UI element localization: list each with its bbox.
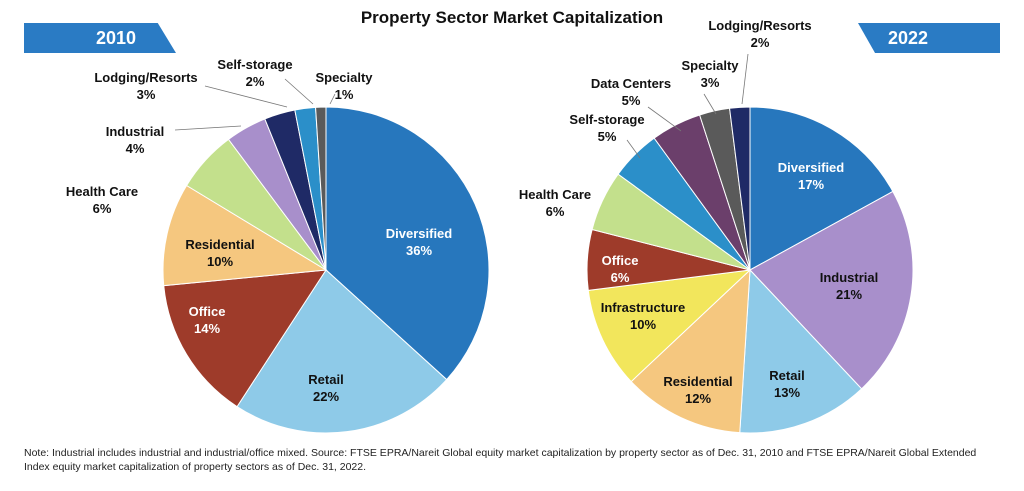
leader-line-2010-self-storage — [284, 78, 314, 105]
slice-label-2010-health-care: Health Care — [66, 184, 138, 199]
slice-label-2010-industrial: Industrial — [106, 124, 165, 139]
year-label-2022: 2022 — [888, 28, 929, 48]
leader-line-2010-lodging-resorts — [204, 85, 288, 108]
slice-value-2022-self-storage: 5% — [598, 129, 617, 144]
slice-value-2022-industrial: 21% — [836, 287, 862, 302]
slice-value-2022-retail: 13% — [774, 385, 800, 400]
pie-slice-2022-residential — [630, 268, 751, 434]
slice-label-2022-residential: Residential — [663, 374, 732, 389]
pie-slice-2010-diversified — [325, 106, 490, 381]
slice-value-2022-data-centers: 5% — [622, 93, 641, 108]
leader-line-2010-specialty — [329, 93, 336, 105]
slice-value-2010-retail: 22% — [313, 389, 339, 404]
year-label-2010: 2010 — [96, 28, 137, 48]
footnote: Note: Industrial includes industrial and… — [24, 447, 977, 473]
pie-slice-2022-infrastructure — [587, 269, 752, 383]
pie-slice-2010-retail — [236, 269, 448, 434]
slice-label-2022-diversified: Diversified — [778, 160, 845, 175]
slice-label-2022-office: Office — [602, 253, 639, 268]
pie-slice-2022-industrial — [749, 190, 914, 390]
slice-label-2010-residential: Residential — [185, 237, 254, 252]
slice-label-2022-retail: Retail — [769, 368, 804, 383]
slice-value-2010-residential: 10% — [207, 254, 233, 269]
pie-slice-2022-diversified — [749, 106, 894, 271]
pie-slice-2010-specialty — [315, 106, 327, 271]
slice-label-2022-industrial: Industrial — [820, 270, 879, 285]
year-badge-2022: 2022 — [858, 23, 1000, 53]
leader-line-2010-industrial — [174, 125, 242, 131]
leader-line-2022-data-centers — [647, 106, 682, 132]
pie-charts: Diversified 36% Retail 22% Office 14% Resident… — [66, 18, 914, 434]
slice-label-2010-diversified: Diversified — [386, 226, 453, 241]
slice-label-2022-self-storage: Self-storage — [569, 112, 644, 127]
pie-slice-2022-retail — [739, 268, 863, 434]
slice-value-2022-specialty: 3% — [701, 75, 720, 90]
slice-value-2010-specialty: 1% — [335, 87, 354, 102]
pie-slice-2010-residential — [162, 184, 328, 287]
slice-label-2022-lodging-resorts: Lodging/Resorts — [708, 18, 811, 33]
slice-value-2010-lodging-resorts: 3% — [137, 87, 156, 102]
slice-label-2022-data-centers: Data Centers — [591, 76, 671, 91]
chart-title: Property Sector Market Capitalization — [360, 8, 664, 27]
slice-label-2010-self-storage: Self-storage — [217, 57, 292, 72]
slice-value-2022-residential: 12% — [685, 391, 711, 406]
year-badge-2010: 2010 — [24, 23, 176, 53]
pie-slice-2022-lodging-resorts — [729, 106, 751, 271]
slice-value-2010-office: 14% — [194, 321, 220, 336]
slice-label-2022-specialty: Specialty — [681, 58, 739, 73]
slice-value-2010-diversified: 36% — [406, 243, 432, 258]
slice-label-2010-office: Office — [189, 304, 226, 319]
slice-value-2022-health-care: 6% — [546, 204, 565, 219]
slice-value-2010-industrial: 4% — [126, 141, 145, 156]
slice-value-2010-health-care: 6% — [93, 201, 112, 216]
slice-value-2022-infrastructure: 10% — [630, 317, 656, 332]
slice-value-2010-self-storage: 2% — [246, 74, 265, 89]
leader-line-2022-self-storage — [626, 139, 641, 159]
slice-label-2010-specialty: Specialty — [315, 70, 373, 85]
pie-slice-2010-office — [163, 269, 327, 408]
slice-label-2022-health-care: Health Care — [519, 187, 591, 202]
slice-label-2010-lodging-resorts: Lodging/Resorts — [94, 70, 197, 85]
slice-value-2022-office: 6% — [611, 270, 630, 285]
leader-line-2022-specialty — [703, 93, 717, 115]
slice-value-2022-diversified: 17% — [798, 177, 824, 192]
slice-value-2022-lodging-resorts: 2% — [751, 35, 770, 50]
slice-label-2010-retail: Retail — [308, 372, 343, 387]
leader-line-2022-lodging-resorts — [741, 53, 749, 105]
slice-label-2022-infrastructure: Infrastructure — [601, 300, 686, 315]
